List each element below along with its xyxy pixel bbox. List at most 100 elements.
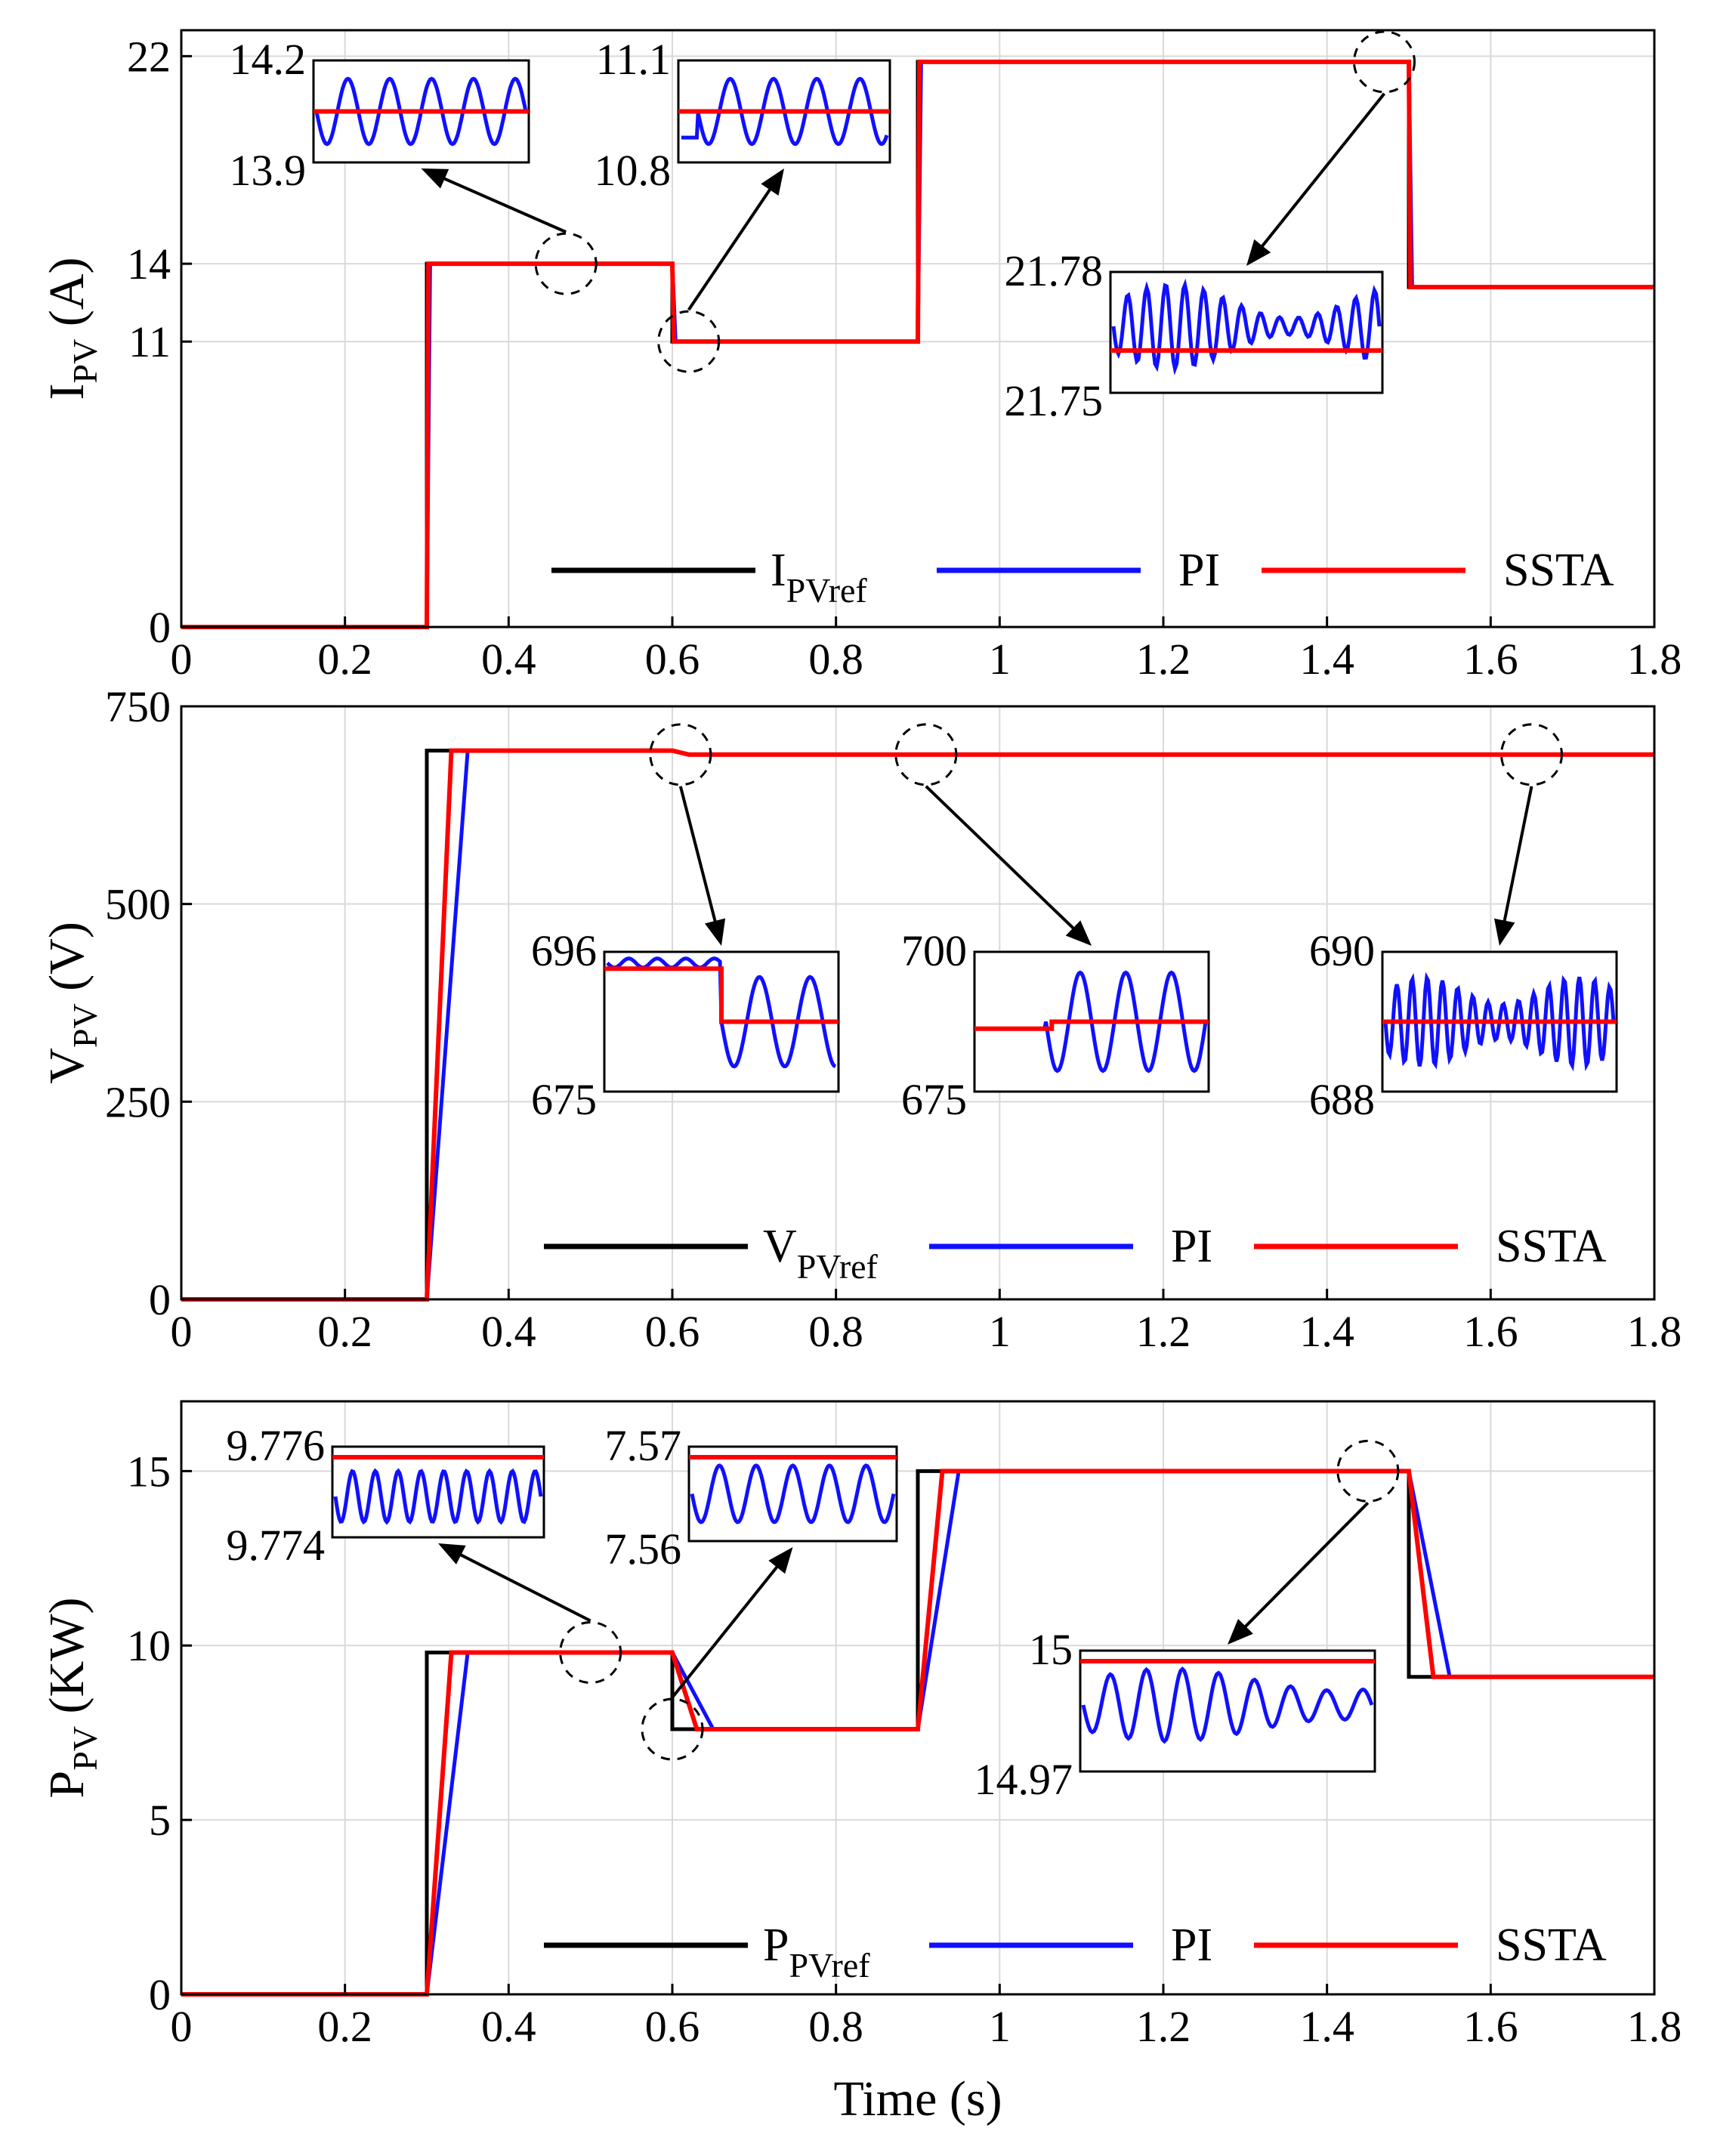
zoom-arrow-head <box>1493 918 1515 946</box>
x-tick-label: 1 <box>989 2002 1011 2051</box>
inset-3: 15 14.97 <box>974 1439 1400 1804</box>
text-main: PI <box>1171 1221 1212 1272</box>
y-tick-label: 0 <box>149 1275 171 1324</box>
series-ssta-line <box>181 1469 1654 1997</box>
x-tick-label: 1.6 <box>1463 2002 1518 2051</box>
zoom-circle <box>1336 1439 1400 1503</box>
legend-label-pi: PI <box>1171 1920 1212 1971</box>
zoom-arrow-head <box>438 1543 466 1564</box>
legend-label-ref: VPVref <box>763 1221 879 1286</box>
plot-frame <box>180 705 1656 1301</box>
zoom-circle <box>649 723 712 786</box>
y-axis-label-part: (A) <box>39 258 94 339</box>
x-tick-label: 0.6 <box>645 2002 700 2051</box>
x-tick-label: 1.6 <box>1463 635 1518 684</box>
y-tick-label: 0 <box>149 603 171 652</box>
legend-label-ssta: SSTA <box>1496 1221 1607 1272</box>
text-main: I <box>771 545 786 596</box>
x-tick-label: 0.2 <box>317 635 372 684</box>
series <box>181 1469 1654 1997</box>
y-tick-label: 14 <box>127 239 171 289</box>
zoom-arrow-head <box>1246 239 1271 266</box>
y-tick-label: 11 <box>128 317 171 366</box>
inset-bottom-label: 688 <box>1309 1075 1375 1124</box>
x-tick-label: 1.8 <box>1627 1307 1682 1356</box>
y-axis-label: IPV (A) <box>39 258 104 400</box>
y-axis-label-part: I <box>39 383 94 400</box>
zoom-circle <box>559 1620 622 1684</box>
inset-pi-trace <box>333 1468 543 1525</box>
x-tick-label: 0 <box>171 2002 193 2051</box>
text-main: PI <box>1171 1920 1212 1971</box>
text-subscript: PVref <box>786 571 868 610</box>
x-tick-label: 0.4 <box>481 1307 536 1356</box>
inset-2: 11.1 10.8 <box>595 35 891 373</box>
zoom-circle <box>894 723 958 786</box>
zoom-arrow-head <box>1065 920 1092 946</box>
inset-top-label: 700 <box>901 926 967 975</box>
inset-1: 14.2 13.9 <box>230 35 598 295</box>
zoom-circle <box>534 232 598 295</box>
text-main: P <box>763 1920 789 1971</box>
y-tick-label: 250 <box>105 1077 171 1126</box>
inset-top-label: 11.1 <box>596 35 671 84</box>
zoom-arrow <box>1237 1501 1370 1636</box>
x-tick-label: 0.4 <box>481 635 536 684</box>
x-tick-label: 1.4 <box>1299 2002 1354 2051</box>
inset-bottom-label: 675 <box>531 1075 597 1124</box>
text-subscript: PVref <box>797 1247 879 1286</box>
y-axis-label-part: PV <box>66 339 104 384</box>
inset-3: 690 688 <box>1309 723 1618 1124</box>
inset-top-label: 14.2 <box>230 35 307 84</box>
inset-2: 700 675 <box>894 723 1210 1124</box>
x-tick-label: 1.4 <box>1299 1307 1354 1356</box>
inset-top-label: 696 <box>531 926 597 975</box>
legend: VPVref PI SSTA <box>544 1221 1607 1286</box>
inset-1: 9.776 9.774 <box>227 1421 622 1684</box>
x-tick-label: 1.8 <box>1627 2002 1682 2051</box>
text-main: SSTA <box>1496 1221 1607 1272</box>
inset-bottom-label: 10.8 <box>595 146 672 195</box>
y-axis-label-part: (V) <box>39 922 94 1003</box>
inset-bottom-label: 21.75 <box>1005 376 1104 425</box>
x-tick-label: 0.6 <box>645 635 700 684</box>
inset-top-label: 21.78 <box>1005 246 1104 295</box>
inset-top-label: 15 <box>1029 1625 1073 1674</box>
inset-frame <box>687 1445 898 1543</box>
x-tick-label: 0 <box>171 635 193 684</box>
zoom-circle <box>1500 723 1563 786</box>
y-axis-label-part: PV <box>66 1726 104 1771</box>
zoom-arrow-head <box>1228 1618 1253 1645</box>
inset-ssta-trace <box>604 966 839 1024</box>
panel-voltage: 0 0.2 0.4 0.6 0.8 1 1.2 1.4 1.6 1.8 0 250 500 750 VPV … <box>39 682 1682 1356</box>
legend-label-pi: PI <box>1178 545 1220 596</box>
x-tick-label: 0.4 <box>481 2002 536 2051</box>
zoom-arrow <box>671 1558 785 1699</box>
x-tick-label: 1.2 <box>1136 2002 1191 2051</box>
plot-frame <box>180 29 1656 629</box>
inset-3: 21.78 21.75 <box>1005 30 1416 425</box>
series-ssta-line <box>181 59 1654 629</box>
legend-label-ssta: SSTA <box>1496 1920 1607 1971</box>
legend-label-pi: PI <box>1171 1221 1212 1272</box>
y-axis-label-part: P <box>39 1771 94 1799</box>
zoom-arrow-head <box>761 168 784 196</box>
y-tick-label: 500 <box>105 880 171 929</box>
zoom-arrow <box>1254 92 1386 255</box>
x-tick-label: 1.4 <box>1299 635 1354 684</box>
text-subscript: PVref <box>789 1946 870 1985</box>
y-axis-label: PPV (KW) <box>39 1598 104 1799</box>
inset-bottom-label: 14.97 <box>974 1755 1073 1804</box>
x-tick-label: 1.2 <box>1136 635 1191 684</box>
inset-bottom-label: 9.774 <box>227 1521 326 1570</box>
x-tick-label: 0.2 <box>317 1307 372 1356</box>
y-axis-label-part: V <box>39 1048 94 1084</box>
zoom-circle <box>1353 30 1416 94</box>
series <box>181 59 1654 629</box>
inset-top-label: 690 <box>1309 926 1375 975</box>
inset-1: 696 675 <box>531 723 840 1124</box>
text-main: SSTA <box>1496 1920 1607 1971</box>
